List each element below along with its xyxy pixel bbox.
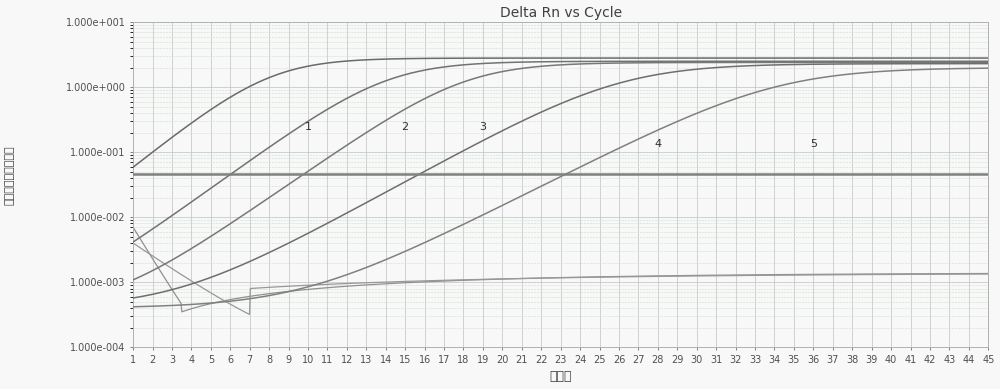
Text: 1: 1 <box>304 122 311 132</box>
Text: 扣除基线后荧光强度: 扣除基线后荧光强度 <box>5 145 15 205</box>
Text: 4: 4 <box>654 139 661 149</box>
Text: 2: 2 <box>402 122 409 132</box>
Text: 5: 5 <box>810 139 817 149</box>
Title: Delta Rn vs Cycle: Delta Rn vs Cycle <box>500 5 622 19</box>
Text: 3: 3 <box>479 122 486 132</box>
X-axis label: 循环数: 循环数 <box>549 370 572 384</box>
